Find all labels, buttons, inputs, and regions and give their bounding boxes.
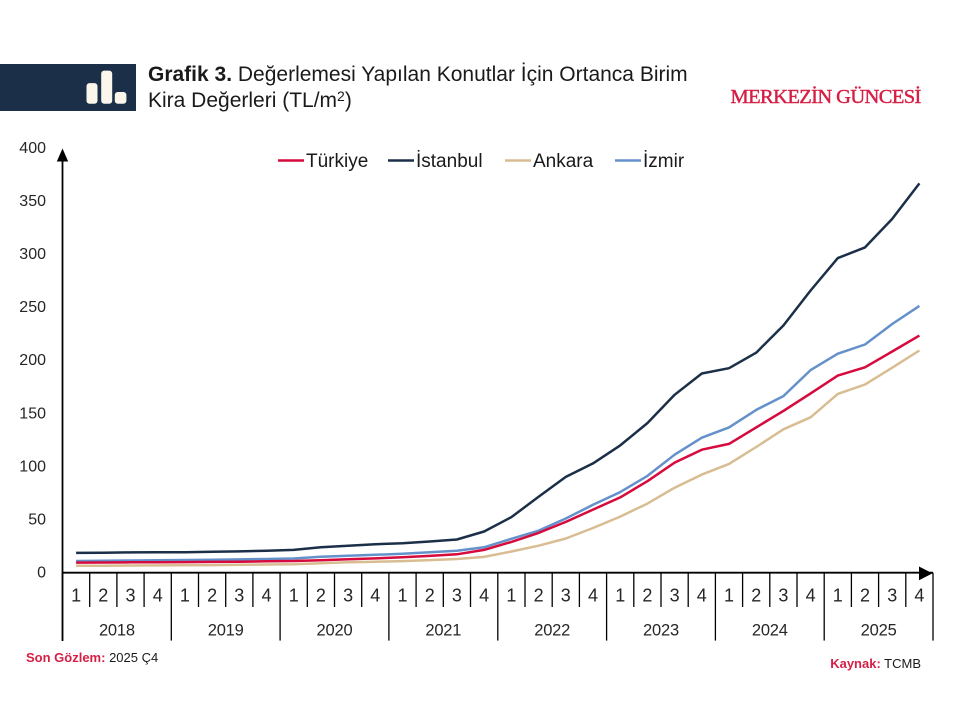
svg-text:3: 3 <box>778 586 788 606</box>
svg-text:200: 200 <box>19 352 46 369</box>
svg-text:4: 4 <box>479 586 489 606</box>
svg-text:2: 2 <box>98 586 108 606</box>
svg-text:Ankara: Ankara <box>533 151 594 172</box>
svg-text:150: 150 <box>19 405 46 422</box>
svg-text:400: 400 <box>19 140 46 157</box>
svg-text:4: 4 <box>588 586 598 606</box>
svg-text:1: 1 <box>724 586 734 606</box>
svg-text:1: 1 <box>833 586 843 606</box>
svg-text:350: 350 <box>19 193 46 210</box>
svg-text:Türkiye: Türkiye <box>306 151 368 172</box>
svg-text:3: 3 <box>343 586 353 606</box>
svg-text:1: 1 <box>289 586 299 606</box>
svg-text:4: 4 <box>370 586 380 606</box>
svg-text:3: 3 <box>561 586 571 606</box>
svg-text:3: 3 <box>670 586 680 606</box>
svg-text:1: 1 <box>397 586 407 606</box>
svg-text:4: 4 <box>806 586 816 606</box>
svg-text:3: 3 <box>452 586 462 606</box>
svg-text:3: 3 <box>234 586 244 606</box>
svg-text:1: 1 <box>71 586 81 606</box>
svg-text:2: 2 <box>534 586 544 606</box>
svg-text:1: 1 <box>615 586 625 606</box>
svg-text:2018: 2018 <box>99 622 135 640</box>
svg-text:2: 2 <box>425 586 435 606</box>
svg-text:2019: 2019 <box>208 622 244 640</box>
svg-text:2021: 2021 <box>425 622 461 640</box>
svg-text:2: 2 <box>316 586 326 606</box>
svg-text:2023: 2023 <box>643 622 679 640</box>
svg-text:2024: 2024 <box>752 622 788 640</box>
svg-text:300: 300 <box>19 246 46 263</box>
svg-text:2: 2 <box>642 586 652 606</box>
svg-text:2: 2 <box>207 586 217 606</box>
svg-text:1: 1 <box>180 586 190 606</box>
svg-text:4: 4 <box>914 586 924 606</box>
svg-text:3: 3 <box>125 586 135 606</box>
svg-text:İstanbul: İstanbul <box>416 151 483 172</box>
svg-text:4: 4 <box>261 586 271 606</box>
svg-text:50: 50 <box>28 511 46 528</box>
svg-text:3: 3 <box>887 586 897 606</box>
svg-text:2025: 2025 <box>861 622 897 640</box>
svg-text:2: 2 <box>751 586 761 606</box>
svg-text:2022: 2022 <box>534 622 570 640</box>
svg-text:100: 100 <box>19 458 46 475</box>
svg-text:4: 4 <box>153 586 163 606</box>
svg-text:2: 2 <box>860 586 870 606</box>
svg-text:2020: 2020 <box>317 622 353 640</box>
svg-text:1: 1 <box>506 586 516 606</box>
svg-text:250: 250 <box>19 299 46 316</box>
svg-text:4: 4 <box>697 586 707 606</box>
svg-text:İzmir: İzmir <box>643 151 685 172</box>
svg-text:0: 0 <box>37 565 46 582</box>
